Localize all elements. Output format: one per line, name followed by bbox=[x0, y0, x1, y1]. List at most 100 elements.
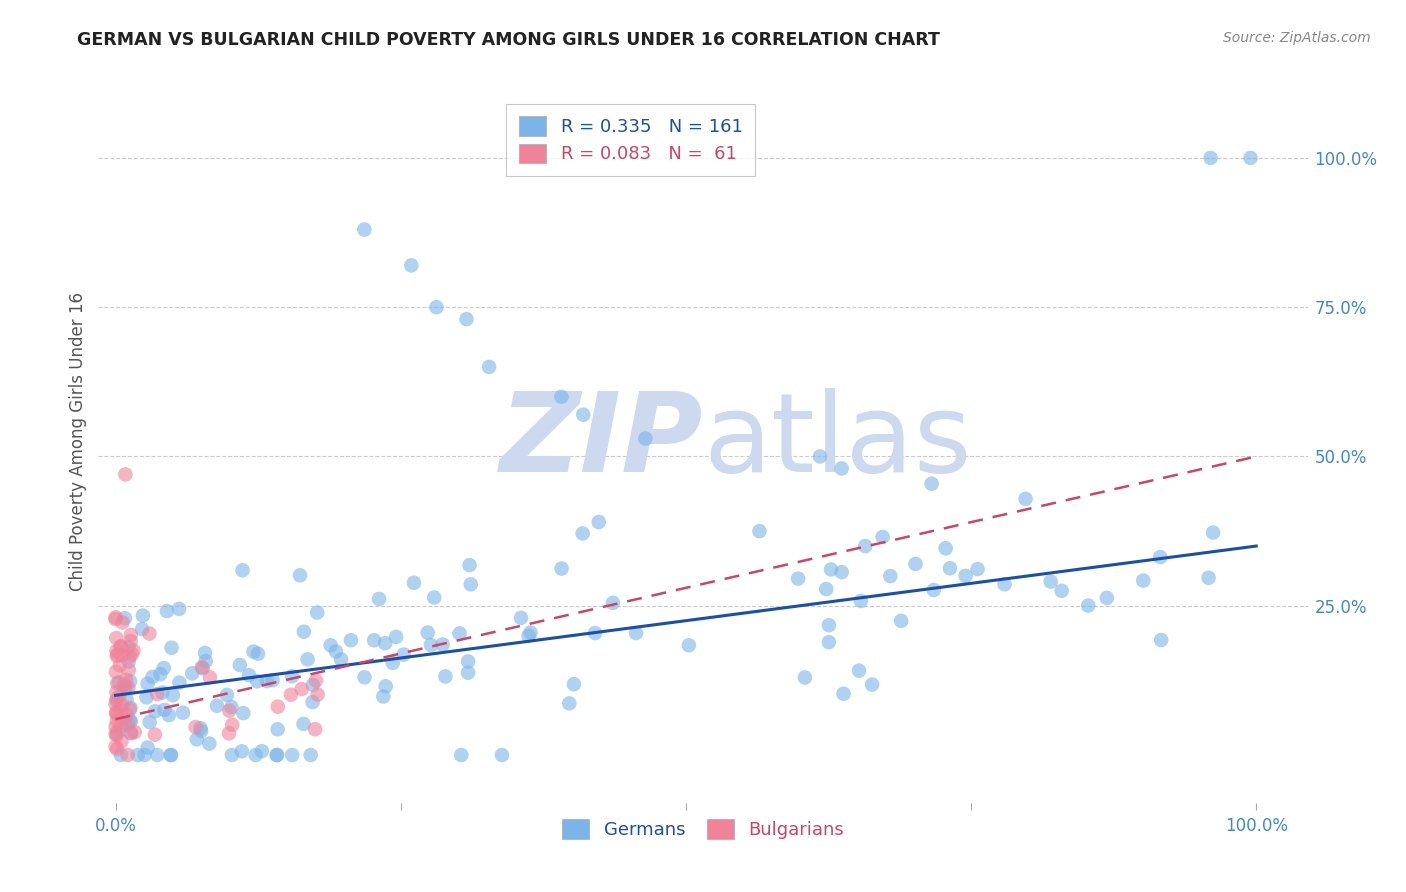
Point bbox=[558, 697, 581, 711]
Point bbox=[172, 706, 194, 720]
Point bbox=[238, 668, 260, 682]
Point bbox=[266, 747, 288, 762]
Point bbox=[280, 688, 302, 702]
Point bbox=[115, 673, 138, 687]
Point bbox=[363, 633, 385, 648]
Point bbox=[245, 747, 267, 762]
Point bbox=[853, 539, 876, 553]
Point bbox=[449, 626, 471, 640]
Point bbox=[1039, 574, 1062, 589]
Point bbox=[831, 461, 853, 475]
Point bbox=[159, 747, 181, 762]
Point bbox=[519, 625, 541, 640]
Point bbox=[815, 582, 838, 596]
Point bbox=[1014, 491, 1036, 506]
Point bbox=[120, 726, 142, 740]
Point bbox=[1050, 583, 1073, 598]
Point bbox=[848, 664, 870, 678]
Point bbox=[143, 704, 166, 718]
Point bbox=[105, 693, 128, 707]
Point bbox=[458, 558, 481, 573]
Point bbox=[215, 688, 238, 702]
Point bbox=[115, 681, 138, 695]
Point bbox=[292, 717, 315, 731]
Point bbox=[136, 676, 159, 690]
Point bbox=[231, 563, 253, 577]
Point bbox=[107, 675, 129, 690]
Point bbox=[353, 670, 375, 684]
Point bbox=[1077, 599, 1099, 613]
Text: atlas: atlas bbox=[703, 388, 972, 495]
Point bbox=[181, 666, 204, 681]
Point bbox=[302, 678, 325, 692]
Point bbox=[457, 654, 479, 668]
Text: GERMAN VS BULGARIAN CHILD POVERTY AMONG GIRLS UNDER 16 CORRELATION CHART: GERMAN VS BULGARIAN CHILD POVERTY AMONG … bbox=[77, 31, 941, 49]
Point bbox=[281, 747, 304, 762]
Point bbox=[849, 594, 872, 608]
Point bbox=[108, 690, 131, 704]
Point bbox=[385, 630, 408, 644]
Point bbox=[218, 704, 240, 718]
Point bbox=[288, 568, 311, 582]
Point bbox=[169, 675, 191, 690]
Point bbox=[904, 557, 927, 571]
Point bbox=[120, 701, 142, 715]
Point bbox=[246, 647, 269, 661]
Point bbox=[104, 739, 127, 754]
Point bbox=[105, 648, 128, 662]
Point bbox=[966, 562, 988, 576]
Point bbox=[160, 747, 183, 762]
Point bbox=[160, 640, 183, 655]
Point bbox=[114, 718, 136, 732]
Point bbox=[138, 715, 160, 730]
Point bbox=[120, 674, 142, 689]
Point bbox=[246, 674, 269, 689]
Point bbox=[266, 747, 288, 762]
Point bbox=[510, 611, 533, 625]
Point bbox=[118, 649, 141, 664]
Point bbox=[832, 687, 855, 701]
Point bbox=[141, 670, 163, 684]
Point bbox=[118, 655, 141, 669]
Point bbox=[105, 644, 128, 658]
Point bbox=[146, 747, 169, 762]
Point bbox=[1132, 574, 1154, 588]
Point bbox=[583, 626, 606, 640]
Point bbox=[242, 644, 264, 658]
Point bbox=[374, 679, 396, 693]
Point bbox=[460, 577, 482, 591]
Point bbox=[132, 608, 155, 623]
Point bbox=[793, 670, 815, 684]
Point bbox=[112, 681, 135, 696]
Point bbox=[104, 720, 127, 734]
Point bbox=[114, 467, 136, 482]
Point bbox=[104, 665, 127, 679]
Point bbox=[890, 614, 912, 628]
Point bbox=[114, 611, 136, 625]
Point bbox=[281, 669, 304, 683]
Point bbox=[110, 648, 132, 662]
Point bbox=[117, 716, 139, 731]
Point bbox=[517, 629, 540, 643]
Point bbox=[808, 450, 831, 464]
Point bbox=[120, 726, 142, 740]
Point bbox=[1202, 525, 1225, 540]
Point bbox=[922, 582, 945, 597]
Point bbox=[571, 526, 593, 541]
Point bbox=[229, 657, 252, 672]
Point bbox=[191, 661, 214, 675]
Point bbox=[955, 569, 977, 583]
Point bbox=[143, 728, 166, 742]
Point bbox=[374, 636, 396, 650]
Point bbox=[115, 707, 138, 722]
Point bbox=[291, 681, 314, 696]
Point bbox=[190, 724, 212, 739]
Point bbox=[157, 708, 180, 723]
Point bbox=[831, 565, 853, 579]
Point bbox=[105, 693, 128, 707]
Point bbox=[104, 610, 127, 624]
Point bbox=[105, 726, 128, 740]
Point bbox=[319, 638, 342, 652]
Point bbox=[110, 734, 132, 748]
Point bbox=[131, 622, 153, 636]
